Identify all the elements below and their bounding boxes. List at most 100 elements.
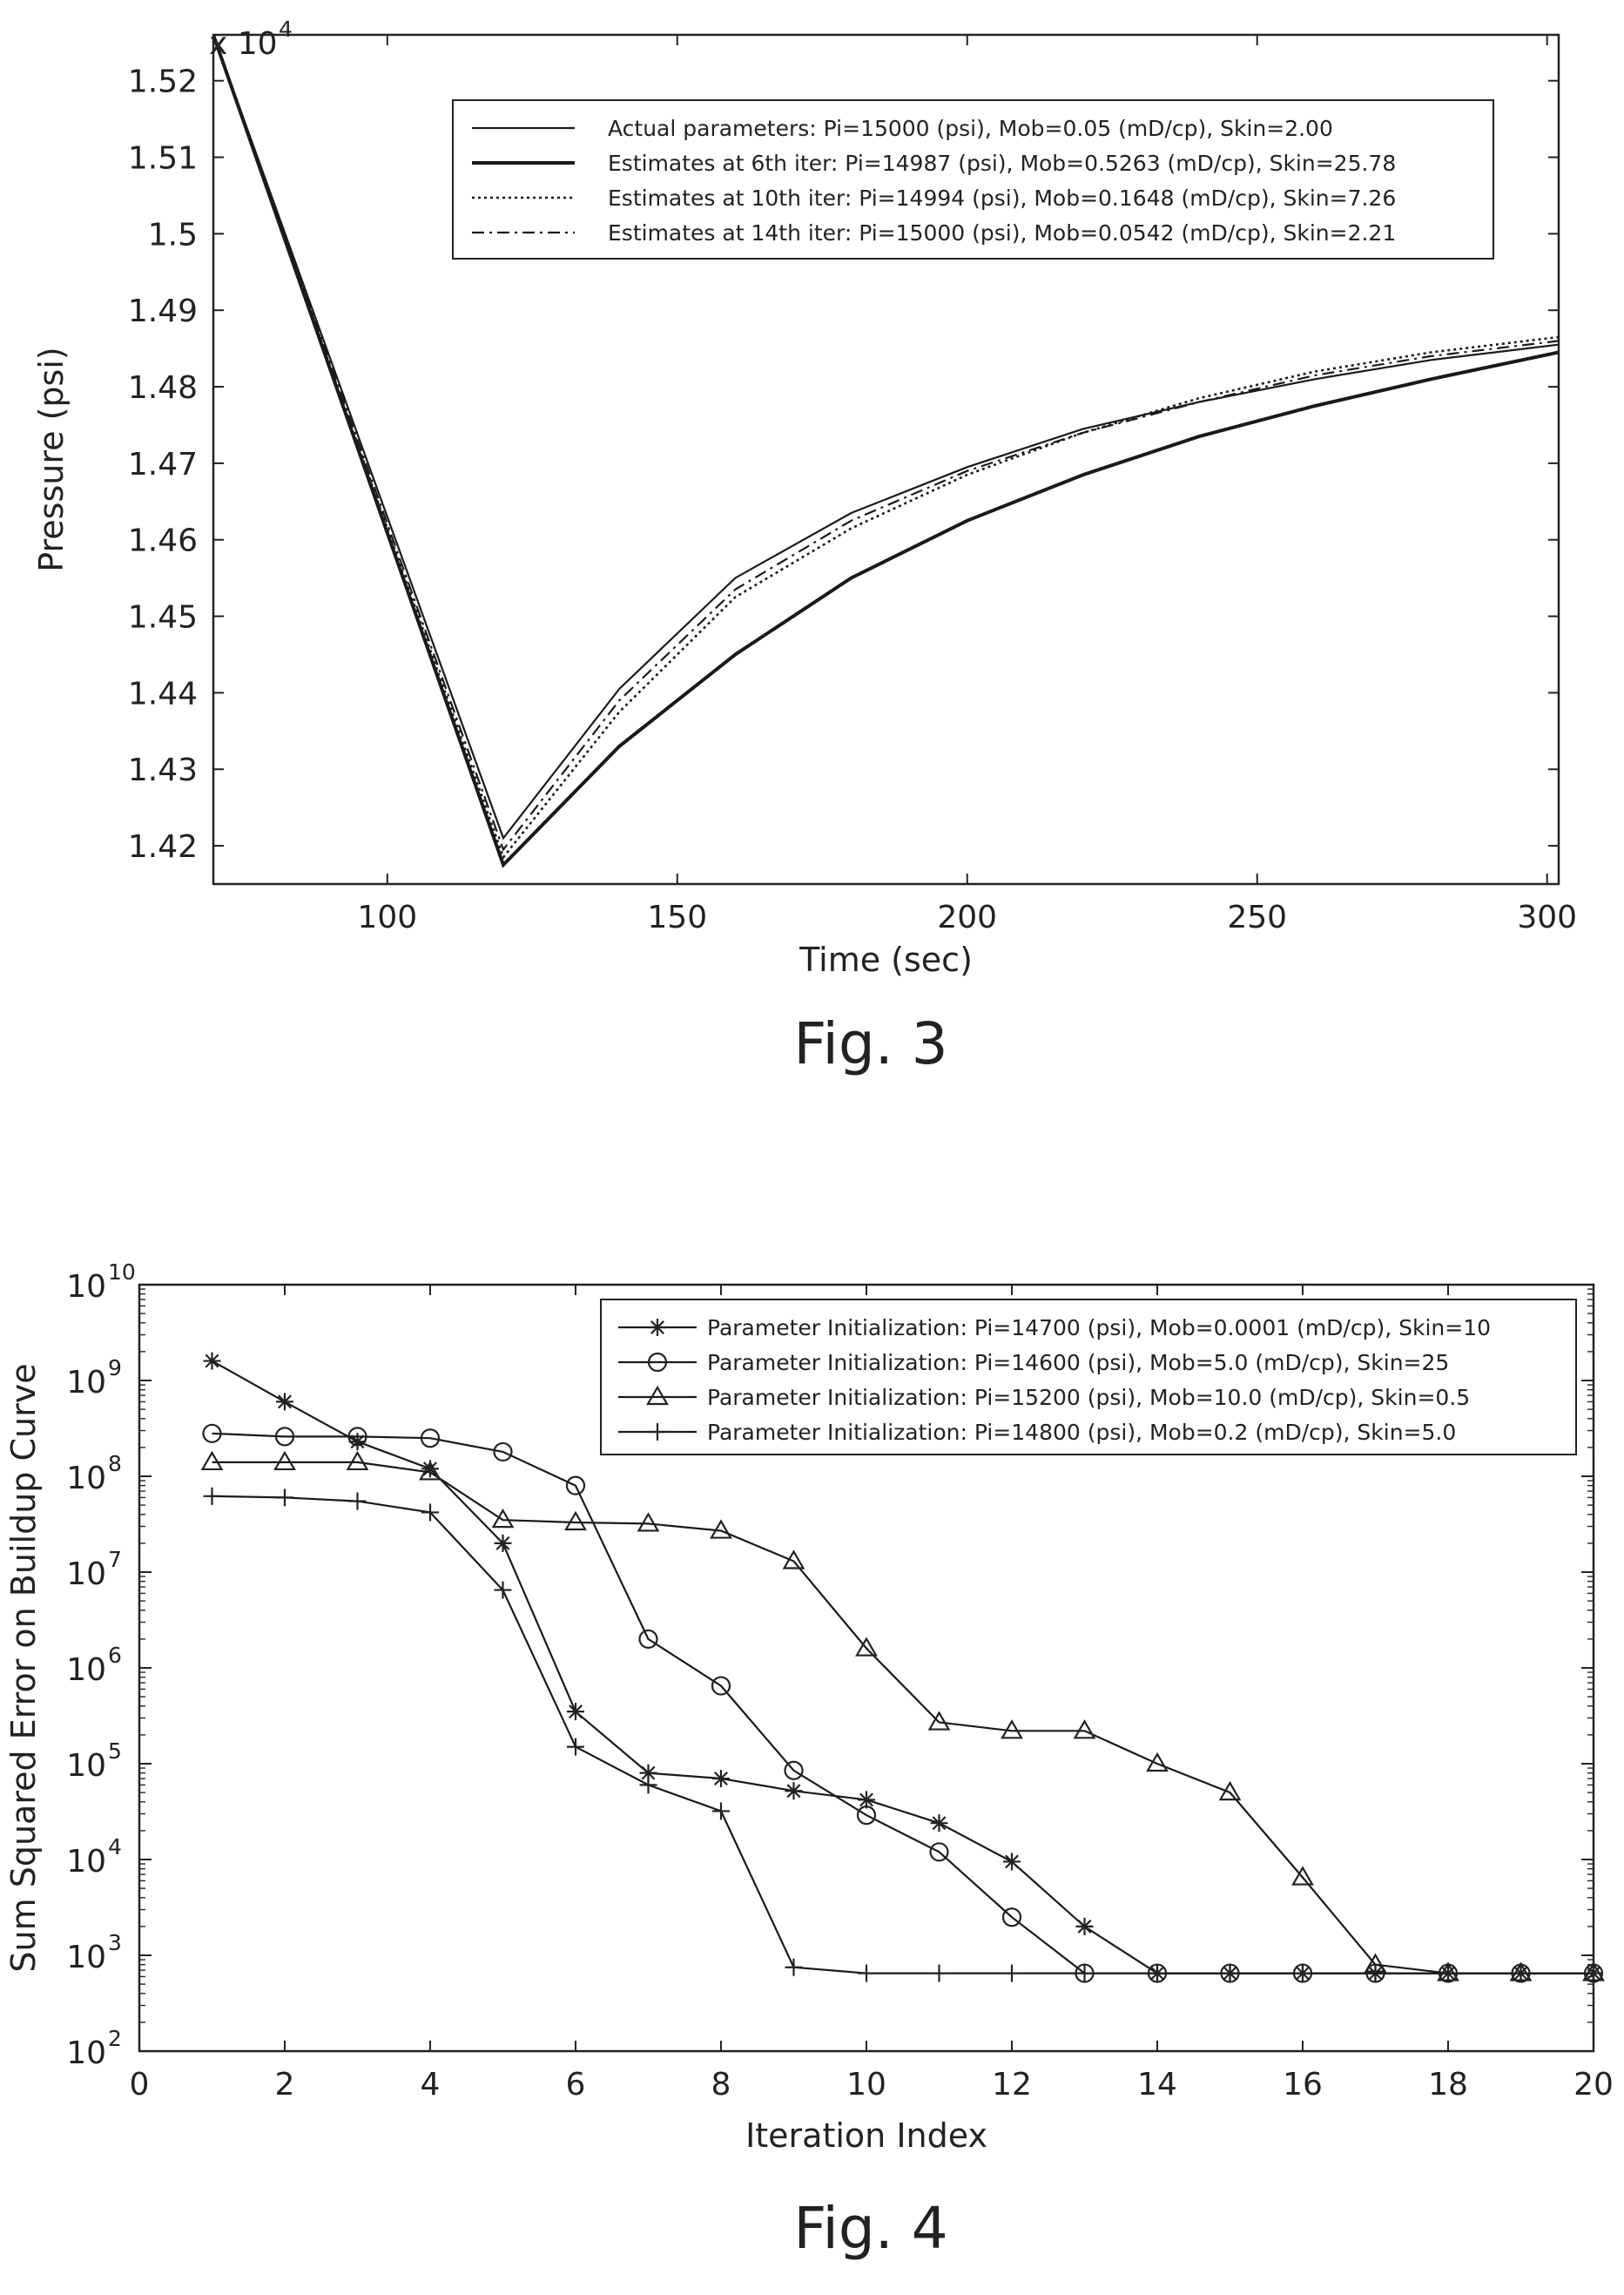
y-tick-label: 1.46 <box>128 523 198 559</box>
series-1-point <box>785 1782 803 1800</box>
series-2-point-shape <box>347 1427 367 1447</box>
legend-marker-4 <box>649 1423 666 1441</box>
series-1-point-stroke <box>714 1772 728 1786</box>
x-tick-label: 150 <box>647 900 707 935</box>
series-line-3 <box>213 35 1559 860</box>
series-2-point-shape <box>202 1423 222 1443</box>
x-axis-label: Iteration Index <box>745 2116 987 2155</box>
x-tick-label: 18 <box>1428 2067 1468 2103</box>
series-2-point <box>202 1423 222 1443</box>
series-1-point-stroke <box>932 1816 947 1831</box>
series-3-point <box>1073 1719 1096 1739</box>
series-4-point <box>276 1488 293 1507</box>
series-2-point-shape <box>493 1441 513 1462</box>
series-4-point <box>1512 1964 1530 1982</box>
series-2-point <box>638 1629 658 1649</box>
series-3-point <box>855 1637 878 1657</box>
y-tick-label: 10 <box>66 1269 106 1305</box>
series-2-point <box>420 1428 441 1448</box>
series-3-point-shape <box>637 1512 660 1532</box>
x-tick-label: 200 <box>937 900 997 935</box>
series-2-point-shape <box>856 1806 877 1826</box>
series-4-point <box>858 1964 875 1982</box>
legend-marker-2 <box>647 1352 668 1373</box>
series-line-4 <box>213 35 1559 852</box>
series-3-point-shape <box>1001 1719 1023 1739</box>
series-4-point <box>1149 1964 1166 1982</box>
series-4-point <box>930 1964 948 1982</box>
y-tick-label: 1.45 <box>128 600 198 636</box>
y-tick-exponent: 5 <box>108 1738 122 1764</box>
series-4-point <box>785 1958 803 1976</box>
x-tick-label: 4 <box>421 2067 441 2103</box>
series-3-point <box>273 1450 296 1471</box>
legend-entry-2: Parameter Initialization: Pi=14600 (psi)… <box>707 1350 1449 1375</box>
series-1-point-stroke <box>786 1784 801 1799</box>
y-tick-label: 10 <box>66 1940 106 1975</box>
series-2-point-shape <box>929 1842 949 1862</box>
series-1-point <box>276 1393 293 1411</box>
pressure-time-chart: 100 150 200 250 300 1.42 1.43 1.44 1.45 1.46 1.47 1… <box>32 17 1577 979</box>
series-2-point <box>274 1427 295 1447</box>
x-tick-label: 0 <box>130 2067 150 2103</box>
fig3-caption: Fig. 3 <box>793 1010 948 1077</box>
series-2-point <box>565 1475 586 1495</box>
y-tick-label: 10 <box>66 1365 106 1401</box>
series-4-point <box>712 1802 730 1820</box>
legend-marker-1 <box>649 1319 666 1336</box>
series-3-point-shape <box>1218 1780 1242 1801</box>
series-3-point-shape <box>1291 1866 1314 1886</box>
y-tick-label: 10 <box>66 1461 106 1496</box>
series-2-point <box>784 1760 804 1780</box>
series-2-point-shape <box>420 1428 441 1448</box>
series-1-point-stroke <box>278 1394 292 1409</box>
series-2-point <box>1001 1907 1022 1927</box>
x-tick-label: 10 <box>846 2067 886 2103</box>
x-tick-label: 14 <box>1137 2067 1177 2103</box>
y-axis-label: Pressure (psi) <box>32 347 71 571</box>
x-tick-label: 16 <box>1283 2067 1323 2103</box>
series-1-point-stroke <box>859 1792 873 1807</box>
series-2-point-shape <box>1001 1907 1022 1927</box>
y-tick-label: 10 <box>66 1556 106 1592</box>
series-3-point <box>564 1510 587 1531</box>
x-axis-label: Time (sec) <box>799 941 973 979</box>
series-4-point <box>1366 1964 1385 1982</box>
series-line-2 <box>213 35 1559 868</box>
y-tick-exponent: 7 <box>108 1547 122 1572</box>
legend-entry-1: Parameter Initialization: Pi=14700 (psi)… <box>707 1315 1491 1340</box>
y-tick-label: 1.48 <box>128 370 198 406</box>
series-4-point <box>639 1776 657 1794</box>
y-tick-label: 1.49 <box>128 294 198 329</box>
series-1-point <box>567 1703 584 1721</box>
x-tick-label: 8 <box>711 2067 731 2103</box>
series-3-point-shape <box>1073 1719 1096 1739</box>
y-tick-label: 10 <box>66 1748 106 1784</box>
legend-entry-2: Estimates at 6th iter: Pi=14987 (psi), M… <box>608 151 1396 176</box>
legend-entry-3: Estimates at 10th iter: Pi=14994 (psi), … <box>608 186 1396 211</box>
y-axis-label: Sum Squared Error on Buildup Curve <box>4 1363 43 1972</box>
series-3-point-shape <box>419 1461 441 1481</box>
series-3-point <box>1001 1719 1023 1739</box>
series-3-point-shape <box>1146 1752 1169 1772</box>
y-tick-label: 1.51 <box>128 141 198 177</box>
series-3-point-shape <box>200 1450 224 1471</box>
series-line-3 <box>212 1461 1594 1974</box>
series-4-point <box>1075 1964 1094 1982</box>
series-3-point <box>637 1512 660 1532</box>
series-1-point <box>494 1534 512 1552</box>
series-1-point <box>1075 1917 1094 1935</box>
series-2-point-shape <box>711 1676 731 1696</box>
series-4-point <box>1221 1964 1239 1982</box>
series-3-point-shape <box>273 1450 296 1471</box>
series-2-point-shape <box>274 1427 295 1447</box>
series-2-point-shape <box>638 1629 658 1649</box>
y-tick-label: 1.44 <box>128 676 198 712</box>
series-3-point-shape <box>710 1519 732 1539</box>
y-tick-exponent: 9 <box>108 1355 122 1380</box>
series-3-point-shape <box>491 1508 515 1529</box>
y-tick-exponent: 6 <box>108 1643 122 1668</box>
series-4-point <box>348 1492 367 1510</box>
legend-marker-3 <box>646 1385 669 1406</box>
